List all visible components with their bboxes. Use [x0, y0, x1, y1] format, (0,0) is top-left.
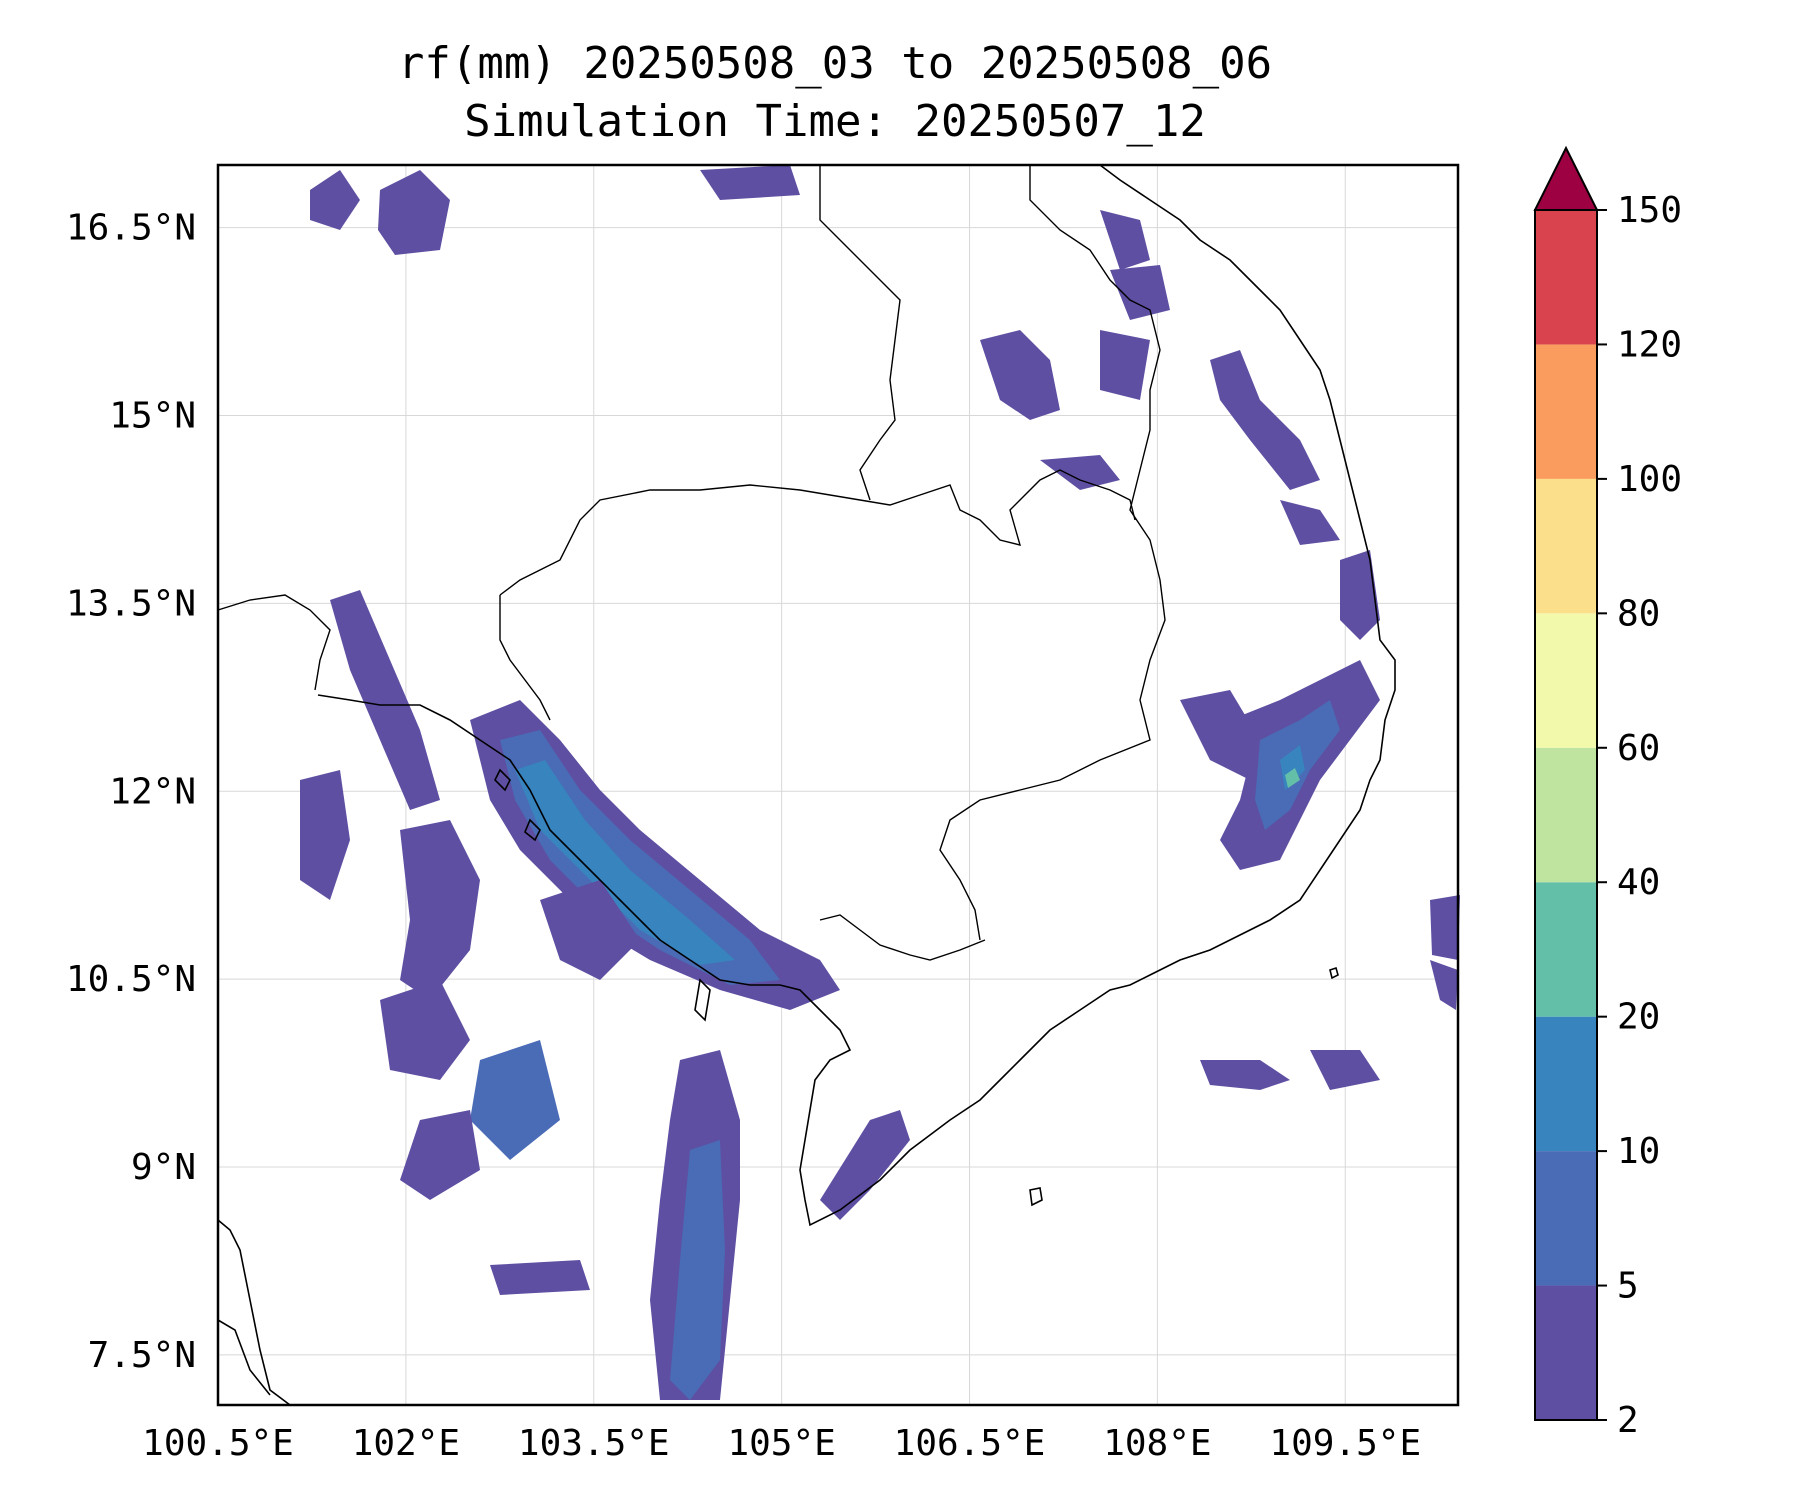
colorbar-tick-label: 10	[1617, 1131, 1660, 1172]
lon-tick-label: 102°E	[352, 1423, 460, 1464]
lon-tick-label: 106.5°E	[894, 1423, 1046, 1464]
coastlines	[217, 164, 1396, 1406]
lon-tick-label: 108°E	[1103, 1423, 1211, 1464]
colorbar-tick-label: 2	[1617, 1400, 1639, 1441]
lat-tick-label: 13.5°N	[66, 583, 196, 624]
rainfall-contours	[300, 165, 1460, 1400]
lon-tick-label: 100.5°E	[142, 1423, 294, 1464]
lat-tick-label: 9°N	[131, 1147, 196, 1188]
colorbar-segment	[1535, 747, 1597, 883]
colorbar-tick-label: 60	[1617, 728, 1660, 769]
colorbar-extend-arrow	[1533, 145, 1599, 211]
colorbar-segment	[1535, 1151, 1597, 1286]
colorbar: 2 5 10 20 40 60 80 100 120 150	[1533, 145, 1682, 1441]
lat-tick-label: 16.5°N	[66, 208, 196, 249]
map-title-line1: rf(mm) 20250508_03 to 20250508_06	[398, 38, 1272, 89]
colorbar-tick-label: 20	[1617, 997, 1660, 1038]
colorbar-segment	[1535, 1285, 1597, 1420]
country-borders	[217, 165, 1166, 961]
colorbar-tick-label: 40	[1617, 862, 1660, 903]
colorbar-segment	[1535, 882, 1597, 1017]
lat-tick-label: 7.5°N	[88, 1335, 196, 1376]
colorbar-segment	[1535, 1016, 1597, 1152]
lon-tick-label: 109.5°E	[1269, 1423, 1421, 1464]
colorbar-frame	[1534, 209, 1598, 1421]
map-frame	[216, 163, 1460, 1407]
colorbar-tick-label: 120	[1617, 324, 1682, 365]
lat-tick-label: 12°N	[109, 771, 196, 812]
lon-tick-label: 105°E	[727, 1423, 835, 1464]
colorbar-tick-label: 100	[1617, 459, 1682, 500]
colorbar-segment	[1535, 613, 1597, 748]
lat-tick-label: 10.5°N	[66, 959, 196, 1000]
lon-axis: 100.5°E 102°E 103.5°E 105°E 106.5°E 108°E 109.…	[142, 1423, 1421, 1464]
lat-axis: 16.5°N 15°N 13.5°N 12°N 10.5°N 9°N 7.5°N	[66, 208, 196, 1376]
map-title-line2: Simulation Time: 20250507_12	[464, 96, 1206, 147]
colorbar-tick-label: 80	[1617, 593, 1660, 634]
map-area	[216, 163, 1460, 1407]
colorbar-segment	[1535, 478, 1597, 614]
colorbar-segment	[1535, 344, 1597, 479]
colorbar-tick-label: 150	[1617, 190, 1682, 231]
colorbar-segment	[1535, 210, 1597, 345]
colorbar-tick-label: 5	[1617, 1266, 1639, 1307]
lon-tick-label: 103.5°E	[518, 1423, 670, 1464]
lat-tick-label: 15°N	[109, 396, 196, 437]
